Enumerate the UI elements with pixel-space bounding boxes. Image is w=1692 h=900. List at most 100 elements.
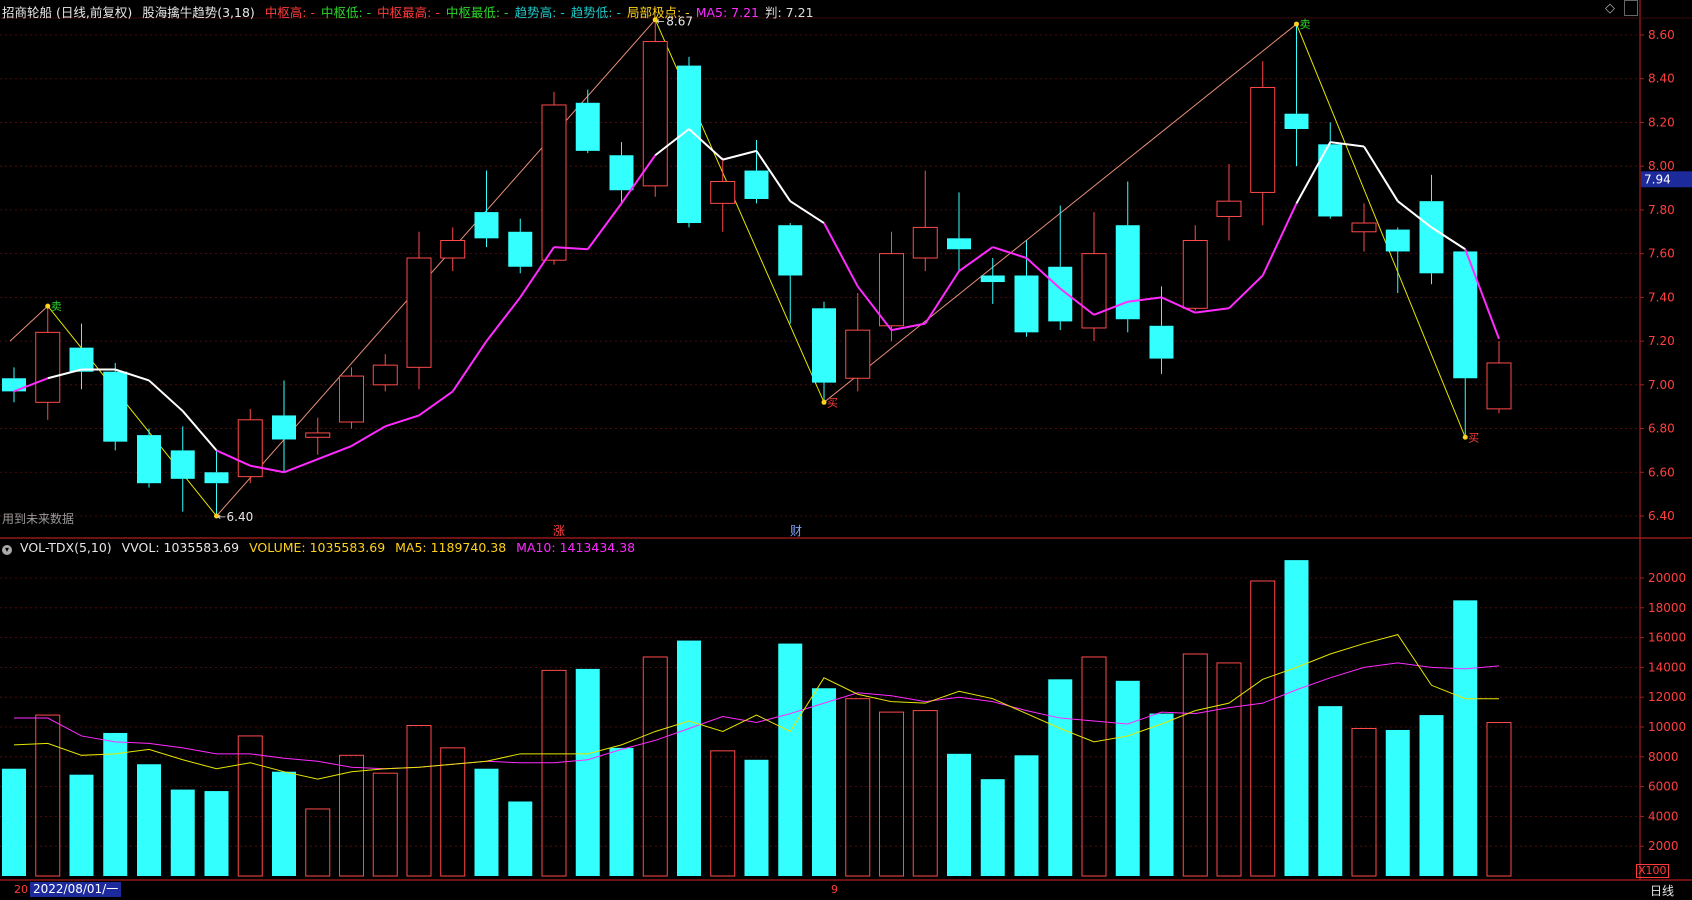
ma-line-segment [114,368,150,382]
ma-line-segment [47,368,82,380]
buy-signal-marker: 买 [827,396,838,409]
ma-line-segment [789,200,825,224]
volume-bar [1182,653,1208,877]
price-header: 招商轮船 (日线,前复权) 股海擒牛趋势(3,18) 中枢高: - 中枢低: -中… [2,2,826,21]
candle-body [947,238,971,250]
candle-body [575,102,600,151]
candle-body [642,41,668,187]
candle-body [1081,253,1107,329]
indicator-name[interactable]: 股海擒牛趋势(3,18) [142,5,255,20]
price-tick-label: 7.60 [1648,247,1675,261]
pivot-dot [214,513,219,519]
ma-line-segment [1127,296,1162,303]
volume-bar [1048,679,1073,876]
volume-ma10-line [14,662,1500,770]
candle-body [2,378,26,392]
candle-body [170,450,195,479]
volume-bar [575,668,600,876]
volume-bar [879,711,904,877]
volume-bar [272,771,296,876]
candle-body [474,212,499,239]
ma-line-segment [722,149,757,161]
volume-bar [1081,656,1107,877]
candle-body [710,180,736,204]
cursor-date-label: 2022/08/01/一 [30,882,122,897]
stock-title[interactable]: 招商轮船 (日线,前复权) [2,5,133,20]
volume-bar [2,768,26,876]
candle-body [1486,362,1512,410]
ma-line-segment [1161,296,1196,314]
volume-bar [406,725,432,877]
volume-bar [508,801,533,876]
candle-body [1250,86,1276,193]
future-data-note: 用到未来数据 [2,512,75,526]
ma-line-segment [1059,287,1095,316]
current-price-label: 7.94 [1644,172,1671,186]
ma-line-segment [181,410,218,452]
pivot-dot [1294,21,1299,27]
candle-body [372,364,398,386]
candle-body [1385,229,1410,252]
ma-line-segment [519,246,555,298]
volume-bar [980,779,1005,876]
volume-bar [947,753,971,876]
volume-bar [812,688,836,876]
volume-bar [677,640,701,876]
ma-line-segment [350,425,386,447]
volume-bar [237,735,263,877]
window-restore-icon[interactable] [1624,0,1638,16]
vol-ma5-value: MA5: 1189740.38 [395,540,507,555]
candle-body [1182,240,1208,309]
volume-bar [1351,727,1377,877]
volume-bar [778,643,803,876]
volume-tick-label: 8000 [1648,750,1679,764]
buy-signal-marker: 买 [1468,431,1479,444]
candle-body [406,257,432,368]
sell-signal-marker: 卖 [1300,18,1311,31]
candle-body [879,253,904,327]
price-tick-label: 7.20 [1648,334,1675,348]
volume-bar [372,772,398,877]
uptrend-line [216,19,656,517]
high-price-annotation: 8.67 [666,15,693,29]
ma-line-segment [216,449,251,467]
candle-body [812,308,836,383]
ma-line-segment [485,296,522,342]
volume-collapse-icon[interactable]: ▾ [2,545,12,555]
candle-body [305,432,331,438]
ma-line-segment [451,340,488,392]
candle-body [69,347,94,372]
diamond-icon[interactable]: ◇ [1605,1,1615,16]
indicator-item: 趋势高: - [514,5,565,20]
price-tick-label: 6.40 [1648,509,1675,523]
volume-bar [1486,722,1512,877]
volume-tick-label: 2000 [1648,839,1679,853]
volume-bar [1149,713,1174,876]
indicator-item: 判: 7.21 [765,5,814,20]
period-label[interactable]: 日线 [1650,884,1675,898]
indicator-item: 趋势低: - [570,5,621,20]
price-tick-label: 7.40 [1648,290,1675,304]
vol-ma10-value: MA10: 1413434.38 [516,540,636,555]
candle-body [35,331,61,403]
ma-line-segment [1363,145,1399,202]
price-tick-label: 8.00 [1648,159,1675,173]
candle-body [912,226,938,259]
ma-line-segment [283,458,319,474]
price-tick-label: 8.60 [1648,28,1675,42]
volume-bar [137,764,161,876]
volume-bar [912,710,938,877]
volume-indicator-name[interactable]: VOL-TDX(5,10) [19,540,112,555]
indicator-item: 中枢最高: - [377,5,440,20]
ma-line-segment [1295,141,1332,204]
rise-marker: 涨 [553,523,565,538]
candle-body [508,231,533,267]
volume-tick-label: 10000 [1648,720,1686,734]
volume-tick-label: 4000 [1648,809,1679,823]
volume-bar [339,754,364,877]
pivot-dot [1462,434,1468,440]
ma-line-segment [1093,300,1129,316]
volume-bar [1453,600,1478,876]
